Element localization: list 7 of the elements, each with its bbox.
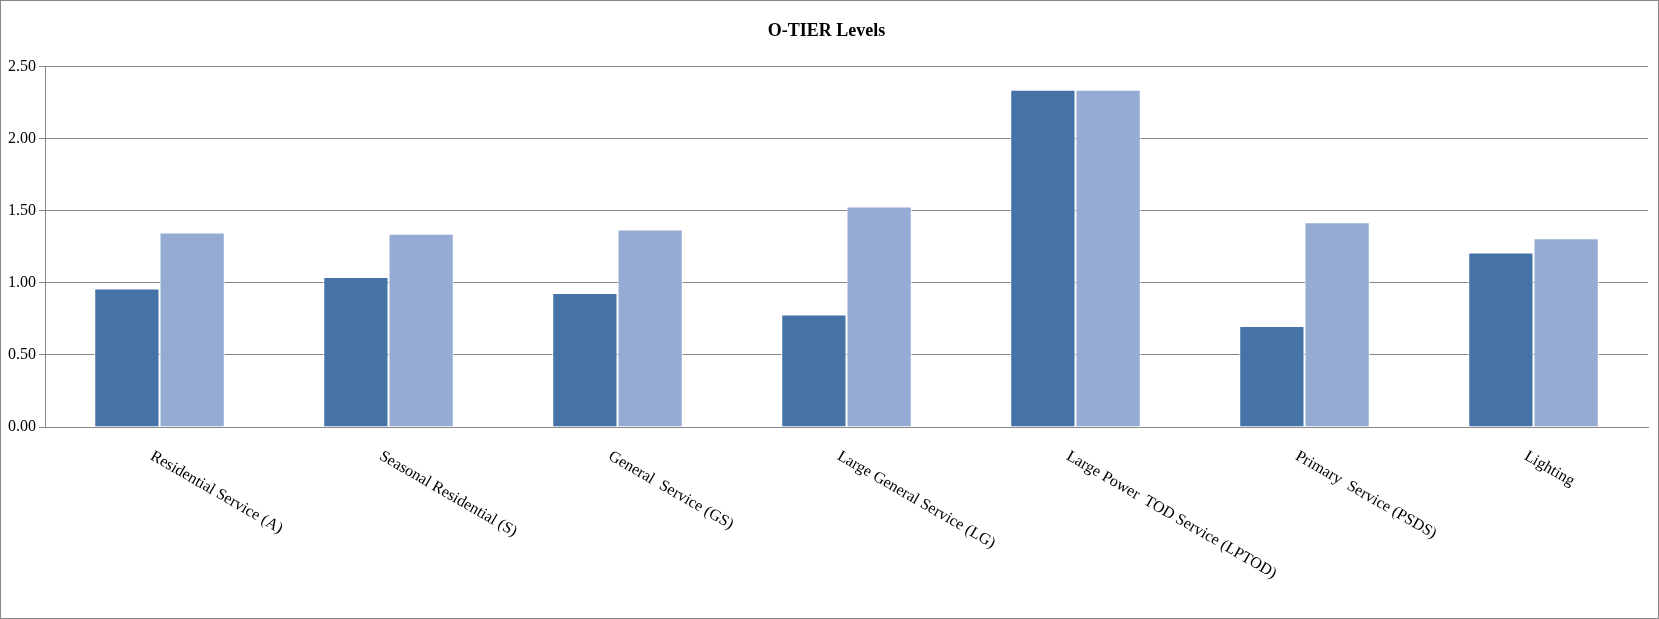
- chart-title: O-TIER Levels: [767, 20, 886, 41]
- y-tick-label: 1.00: [8, 273, 36, 291]
- y-tick-label: 0.00: [8, 417, 36, 435]
- y-tick-label: 0.50: [8, 345, 36, 363]
- y-tick-label: 2.50: [8, 56, 36, 74]
- y-tick-label: 2.00: [8, 128, 36, 146]
- y-tick-label: 1.50: [8, 200, 36, 218]
